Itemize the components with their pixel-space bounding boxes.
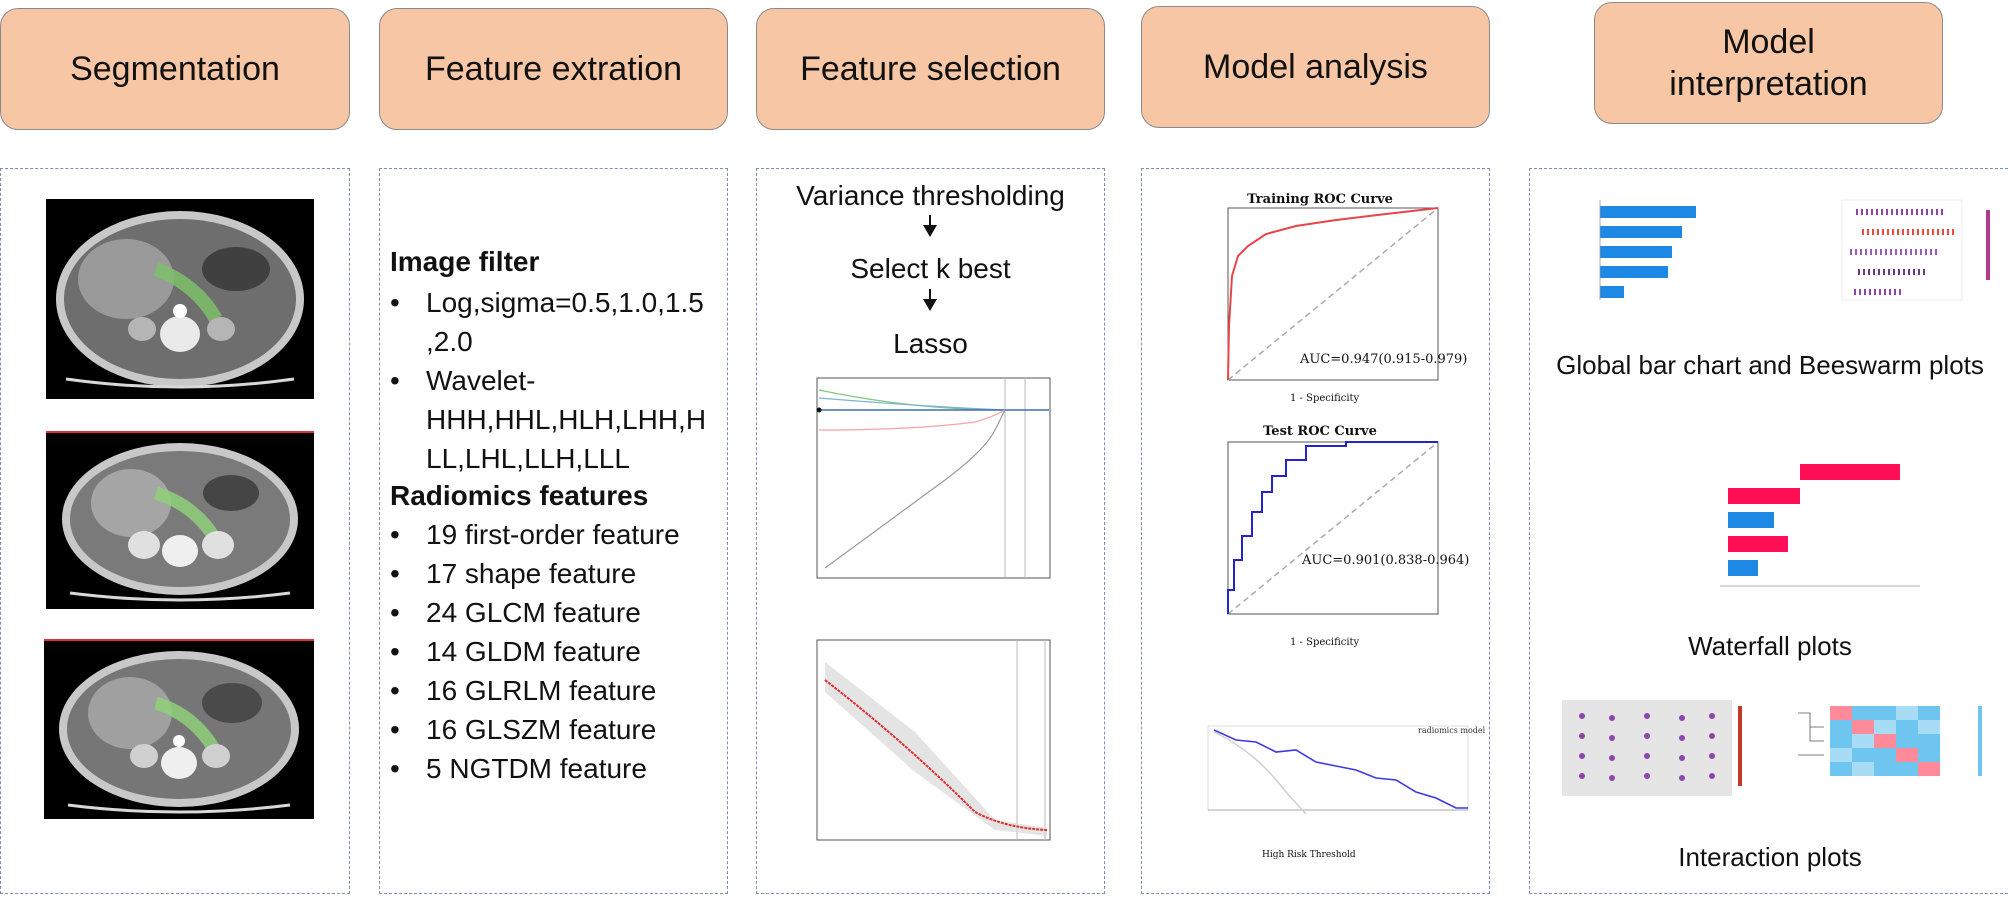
header-selection-label: Feature selection xyxy=(800,50,1061,88)
beeswarm-chart xyxy=(1841,199,1990,301)
step-select-k-best: Select k best xyxy=(850,253,1011,284)
interaction-beeswarm-chart xyxy=(1562,700,1742,796)
header-interpretation-line2: interpretation xyxy=(1669,65,1868,103)
ct-scan-image-2 xyxy=(46,431,314,609)
radiomics-item: • 19 first-order feature xyxy=(390,515,720,554)
bullet-icon: • xyxy=(390,714,400,745)
header-feature-selection: Feature selection xyxy=(756,8,1105,130)
bullet-icon: • xyxy=(390,365,400,396)
interaction-heatmap-chart xyxy=(1798,706,1982,776)
header-extraction-label: Feature extration xyxy=(424,50,683,88)
step-variance-thresholding: Variance thresholding xyxy=(796,180,1065,211)
image-filter-title: Image filter xyxy=(390,246,540,277)
training-roc-chart xyxy=(1227,207,1439,381)
train-auc-label: AUC=0.947(0.915-0.979) xyxy=(1300,352,1468,367)
filter-item-wavelet: • Wavelet- HHH,HHL,HLH,LHH,H LL,LHL,LLH,… xyxy=(390,361,720,481)
radiomics-item: • 16 GLSZM feature xyxy=(390,710,720,749)
header-segmentation-label: Segmentation xyxy=(70,50,280,88)
waterfall-chart xyxy=(1720,464,1920,587)
bullet-icon: • xyxy=(390,675,400,706)
header-feature-extraction: Feature extration xyxy=(379,8,728,130)
ct-scan-image-3 xyxy=(44,639,314,819)
filter-item-log: • Log,sigma=0.5,1.0,1.5 ,2.0 xyxy=(390,283,720,363)
test-x-label: 1 - Specificity xyxy=(1290,637,1360,648)
global-plots-caption: Global bar chart and Beeswarm plots xyxy=(1556,350,1984,380)
dca-x-label: High Risk Threshold xyxy=(1262,850,1356,860)
down-arrow-icon xyxy=(923,215,937,237)
train-x-label: 1 - Specificity xyxy=(1290,393,1360,404)
down-arrow-icon xyxy=(923,289,937,311)
lasso-cv-plot xyxy=(816,639,1051,841)
radiomics-item-text: 16 GLRLM feature xyxy=(426,675,657,706)
radiomics-item-text: 5 NGTDM feature xyxy=(426,753,647,784)
radiomics-item-text: 16 GLSZM feature xyxy=(426,714,657,745)
header-interpretation-line1: Model xyxy=(1722,23,1815,61)
ct-scan-image-1 xyxy=(46,199,314,399)
train-roc-title: Training ROC Curve xyxy=(1247,192,1393,207)
global-bar-chart xyxy=(1599,200,1696,300)
waterfall-caption: Waterfall plots xyxy=(1688,631,1852,661)
radiomics-item: • 16 GLRLM feature xyxy=(390,671,720,710)
radiomics-item: • 24 GLCM feature xyxy=(390,593,720,632)
radiomics-item-text: 19 first-order feature xyxy=(426,519,680,550)
radiomics-item: • 14 GLDM feature xyxy=(390,632,720,671)
test-roc-chart xyxy=(1227,441,1439,615)
header-analysis-label: Model analysis xyxy=(1203,48,1428,86)
step-lasso: Lasso xyxy=(893,328,968,359)
header-segmentation: Segmentation xyxy=(0,8,350,130)
bullet-icon: • xyxy=(390,519,400,550)
bullet-icon: • xyxy=(390,597,400,628)
dca-legend: radiomics model xyxy=(1418,726,1486,735)
bullet-icon: • xyxy=(390,287,400,318)
test-roc-title: Test ROC Curve xyxy=(1263,424,1377,439)
lasso-coefficient-plot xyxy=(816,377,1051,579)
bullet-icon: • xyxy=(390,636,400,667)
radiomics-item: • 17 shape feature xyxy=(390,554,720,593)
radiomics-item-text: 24 GLCM feature xyxy=(426,597,641,628)
bullet-icon: • xyxy=(390,753,400,784)
radiomics-features-title: Radiomics features xyxy=(390,480,649,511)
filter-item-text: Log,sigma=0.5,1.0,1.5 ,2.0 xyxy=(426,287,704,357)
interaction-plots-caption: Interaction plots xyxy=(1678,842,1862,872)
header-model-interpretation: Model interpretation xyxy=(1594,2,1943,124)
panel-feature-extraction xyxy=(379,168,728,894)
radiomics-item: • 5 NGTDM feature xyxy=(390,749,720,788)
test-auc-label: AUC=0.901(0.838-0.964) xyxy=(1302,553,1470,568)
radiomics-item-text: 17 shape feature xyxy=(426,558,637,589)
radiomics-item-text: 14 GLDM feature xyxy=(426,636,641,667)
filter-item-text: Wavelet- HHH,HHL,HLH,LHH,H LL,LHL,LLH,LL… xyxy=(426,365,707,474)
header-model-analysis: Model analysis xyxy=(1141,6,1490,128)
bullet-icon: • xyxy=(390,558,400,589)
decision-curve-chart xyxy=(1207,725,1469,815)
